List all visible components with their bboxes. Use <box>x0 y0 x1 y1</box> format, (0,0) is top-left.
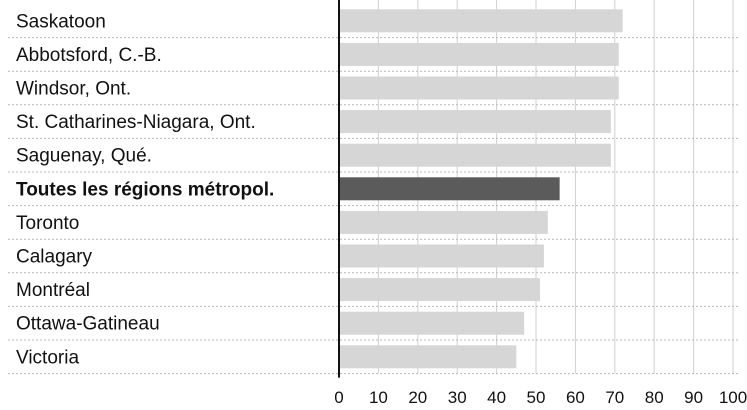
category-label: Calagary <box>16 247 93 268</box>
bar <box>339 76 619 100</box>
bar <box>339 278 540 302</box>
category-label: Saskatoon <box>16 11 106 32</box>
category-label: Abbotsford, C.-B. <box>16 45 162 66</box>
category-labels: Saskatoon Abbotsford, C.-B. Windsor, Ont. S… <box>16 11 274 368</box>
bar <box>339 311 525 335</box>
bar <box>339 345 517 369</box>
x-tick-label: 100 <box>719 388 747 407</box>
bar <box>339 210 548 234</box>
x-axis-tick-labels: 0 10 20 30 40 50 60 70 80 90 100 <box>334 388 747 407</box>
row-separators <box>8 37 740 375</box>
bar <box>339 42 619 66</box>
category-label: Victoria <box>16 347 79 368</box>
x-tick-label: 40 <box>487 388 506 407</box>
x-tick-label: 20 <box>408 388 427 407</box>
category-label: Saguenay, Qué. <box>16 146 152 167</box>
x-tick-label: 10 <box>369 388 388 407</box>
bars <box>339 9 623 369</box>
category-label: Montréal <box>16 280 90 301</box>
category-label: Windsor, Ont. <box>16 79 131 100</box>
bar <box>339 9 623 33</box>
x-tick-label: 30 <box>448 388 467 407</box>
bar <box>339 244 544 268</box>
category-label: St. Catharines-Niagara, Ont. <box>16 112 256 133</box>
category-label: Toronto <box>16 213 79 234</box>
category-label: Toutes les régions métropol. <box>16 179 274 200</box>
x-tick-label: 50 <box>527 388 546 407</box>
category-label: Ottawa-Gatineau <box>16 314 160 335</box>
bar-highlight <box>339 177 560 201</box>
bar <box>339 110 611 134</box>
x-tick-label: 0 <box>334 388 343 407</box>
x-tick-label: 90 <box>684 388 703 407</box>
x-tick-label: 70 <box>605 388 624 407</box>
x-tick-label: 80 <box>645 388 664 407</box>
x-tick-label: 60 <box>566 388 585 407</box>
bar <box>339 143 611 167</box>
